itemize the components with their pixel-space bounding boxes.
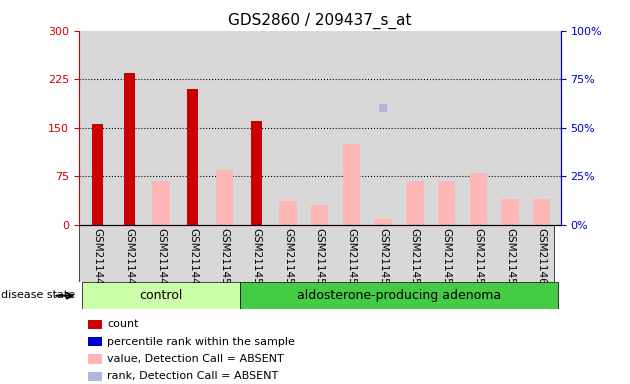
Bar bbox=[311, 205, 328, 225]
Title: GDS2860 / 209437_s_at: GDS2860 / 209437_s_at bbox=[228, 13, 411, 29]
Bar bbox=[216, 170, 233, 225]
Bar bbox=[374, 220, 392, 225]
Bar bbox=[406, 181, 423, 225]
Text: GSM211448: GSM211448 bbox=[156, 227, 166, 291]
Text: GSM211453: GSM211453 bbox=[315, 227, 324, 291]
FancyBboxPatch shape bbox=[82, 282, 241, 309]
Text: GSM211446: GSM211446 bbox=[93, 227, 103, 291]
Text: aldosterone-producing adenoma: aldosterone-producing adenoma bbox=[297, 289, 501, 302]
Bar bbox=[533, 199, 551, 225]
Text: value, Detection Call = ABSENT: value, Detection Call = ABSENT bbox=[107, 354, 284, 364]
Text: GSM211460: GSM211460 bbox=[537, 227, 547, 291]
Text: rank, Detection Call = ABSENT: rank, Detection Call = ABSENT bbox=[107, 371, 278, 381]
Text: percentile rank within the sample: percentile rank within the sample bbox=[107, 337, 295, 347]
Text: GSM211447: GSM211447 bbox=[125, 227, 134, 291]
Bar bbox=[469, 173, 487, 225]
Bar bbox=[279, 201, 297, 225]
Text: GSM211457: GSM211457 bbox=[442, 227, 452, 291]
Bar bbox=[124, 73, 135, 225]
Text: GSM211459: GSM211459 bbox=[505, 227, 515, 291]
Text: GSM211452: GSM211452 bbox=[283, 227, 293, 291]
Text: control: control bbox=[139, 289, 183, 302]
Text: GSM211449: GSM211449 bbox=[188, 227, 198, 291]
Text: GSM211454: GSM211454 bbox=[346, 227, 357, 291]
Text: GSM211450: GSM211450 bbox=[220, 227, 229, 291]
Bar bbox=[152, 181, 170, 225]
Bar bbox=[343, 144, 360, 225]
Text: disease state: disease state bbox=[1, 290, 76, 300]
FancyBboxPatch shape bbox=[79, 225, 554, 282]
Bar bbox=[187, 89, 198, 225]
Text: count: count bbox=[107, 319, 139, 329]
Bar bbox=[251, 121, 262, 225]
Text: GSM211456: GSM211456 bbox=[410, 227, 420, 291]
Bar bbox=[438, 181, 455, 225]
Text: GSM211455: GSM211455 bbox=[378, 227, 388, 291]
Bar bbox=[92, 124, 103, 225]
Text: GSM211458: GSM211458 bbox=[473, 227, 483, 291]
FancyBboxPatch shape bbox=[241, 282, 558, 309]
Text: GSM211451: GSM211451 bbox=[251, 227, 261, 291]
Bar bbox=[501, 199, 518, 225]
